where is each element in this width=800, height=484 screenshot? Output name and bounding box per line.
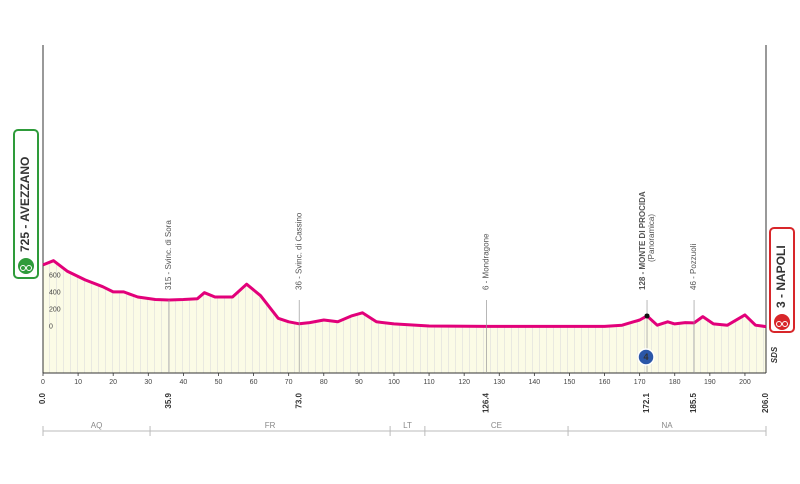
x-tick-label: 150: [564, 379, 576, 386]
x-tick-label: 180: [669, 379, 681, 386]
x-tick-label: 110: [423, 379, 434, 386]
region-label: LT: [403, 421, 412, 430]
x-tick-label: 80: [320, 379, 328, 386]
waypoint-label: 46 - Pozzuoli: [689, 244, 698, 290]
waypoint-label: 315 - Svinc. di Sora: [164, 220, 173, 290]
km-label: 0.0: [38, 392, 47, 404]
km-label: 185.5: [689, 392, 698, 413]
x-tick-label: 160: [599, 379, 611, 386]
finish-badge: 3 - NAPOLI: [769, 227, 795, 333]
x-tick-label: 200: [739, 379, 751, 386]
start-badge: 725 - AVEZZANO: [13, 129, 39, 279]
finish-label: 3 - NAPOLI: [774, 245, 788, 308]
km-label: 126.4: [482, 392, 491, 413]
climb-category: 4: [644, 352, 649, 362]
region-label: FR: [265, 421, 276, 430]
x-tick-label: 90: [355, 379, 363, 386]
x-tick-label: 10: [74, 379, 82, 386]
x-tick-label: 130: [493, 379, 505, 386]
km-label: 206.0: [761, 392, 770, 413]
km-label: 172.1: [642, 392, 651, 413]
x-tick-label: 50: [215, 379, 223, 386]
x-tick-label: 0: [41, 379, 45, 386]
y-tick-label: 600: [49, 272, 61, 279]
x-tick-label: 70: [285, 379, 293, 386]
x-tick-label: 40: [179, 379, 187, 386]
summit-dot: [644, 313, 650, 319]
y-tick-label: 400: [49, 290, 61, 297]
region-label: AQ: [91, 421, 103, 430]
km-label: 73.0: [294, 392, 303, 408]
logo: SDS: [770, 346, 779, 363]
waypoint-sublabel: (Panoramica): [647, 214, 656, 262]
y-tick-label: 0: [49, 324, 53, 331]
km-label: 35.9: [164, 392, 173, 408]
y-tick-label: 200: [49, 307, 61, 314]
climb-icon: [637, 348, 655, 366]
start-label: 725 - AVEZZANO: [18, 157, 32, 252]
x-tick-label: 30: [144, 379, 152, 386]
x-tick-label: 20: [109, 379, 117, 386]
x-tick-label: 100: [388, 379, 400, 386]
x-tick-label: 60: [250, 379, 258, 386]
profile-fill: [43, 260, 766, 373]
x-tick-label: 120: [458, 379, 470, 386]
region-label: CE: [491, 421, 502, 430]
profile-line: [42, 259, 767, 329]
region-label: NA: [661, 421, 673, 430]
waypoint-label: 36 - Svinc. di Cassino: [294, 212, 303, 290]
waypoint-label: 128 - MONTE DI PROCIDA: [638, 191, 647, 290]
x-tick-label: 190: [704, 379, 716, 386]
x-tick-label: 170: [634, 379, 646, 386]
waypoint-label: 6 - Mondragone: [482, 233, 491, 290]
x-tick-label: 140: [529, 379, 541, 386]
